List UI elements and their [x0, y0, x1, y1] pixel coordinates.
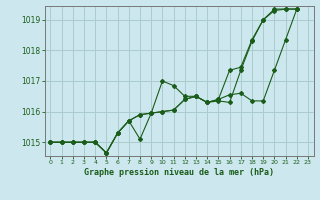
X-axis label: Graphe pression niveau de la mer (hPa): Graphe pression niveau de la mer (hPa)	[84, 168, 274, 177]
